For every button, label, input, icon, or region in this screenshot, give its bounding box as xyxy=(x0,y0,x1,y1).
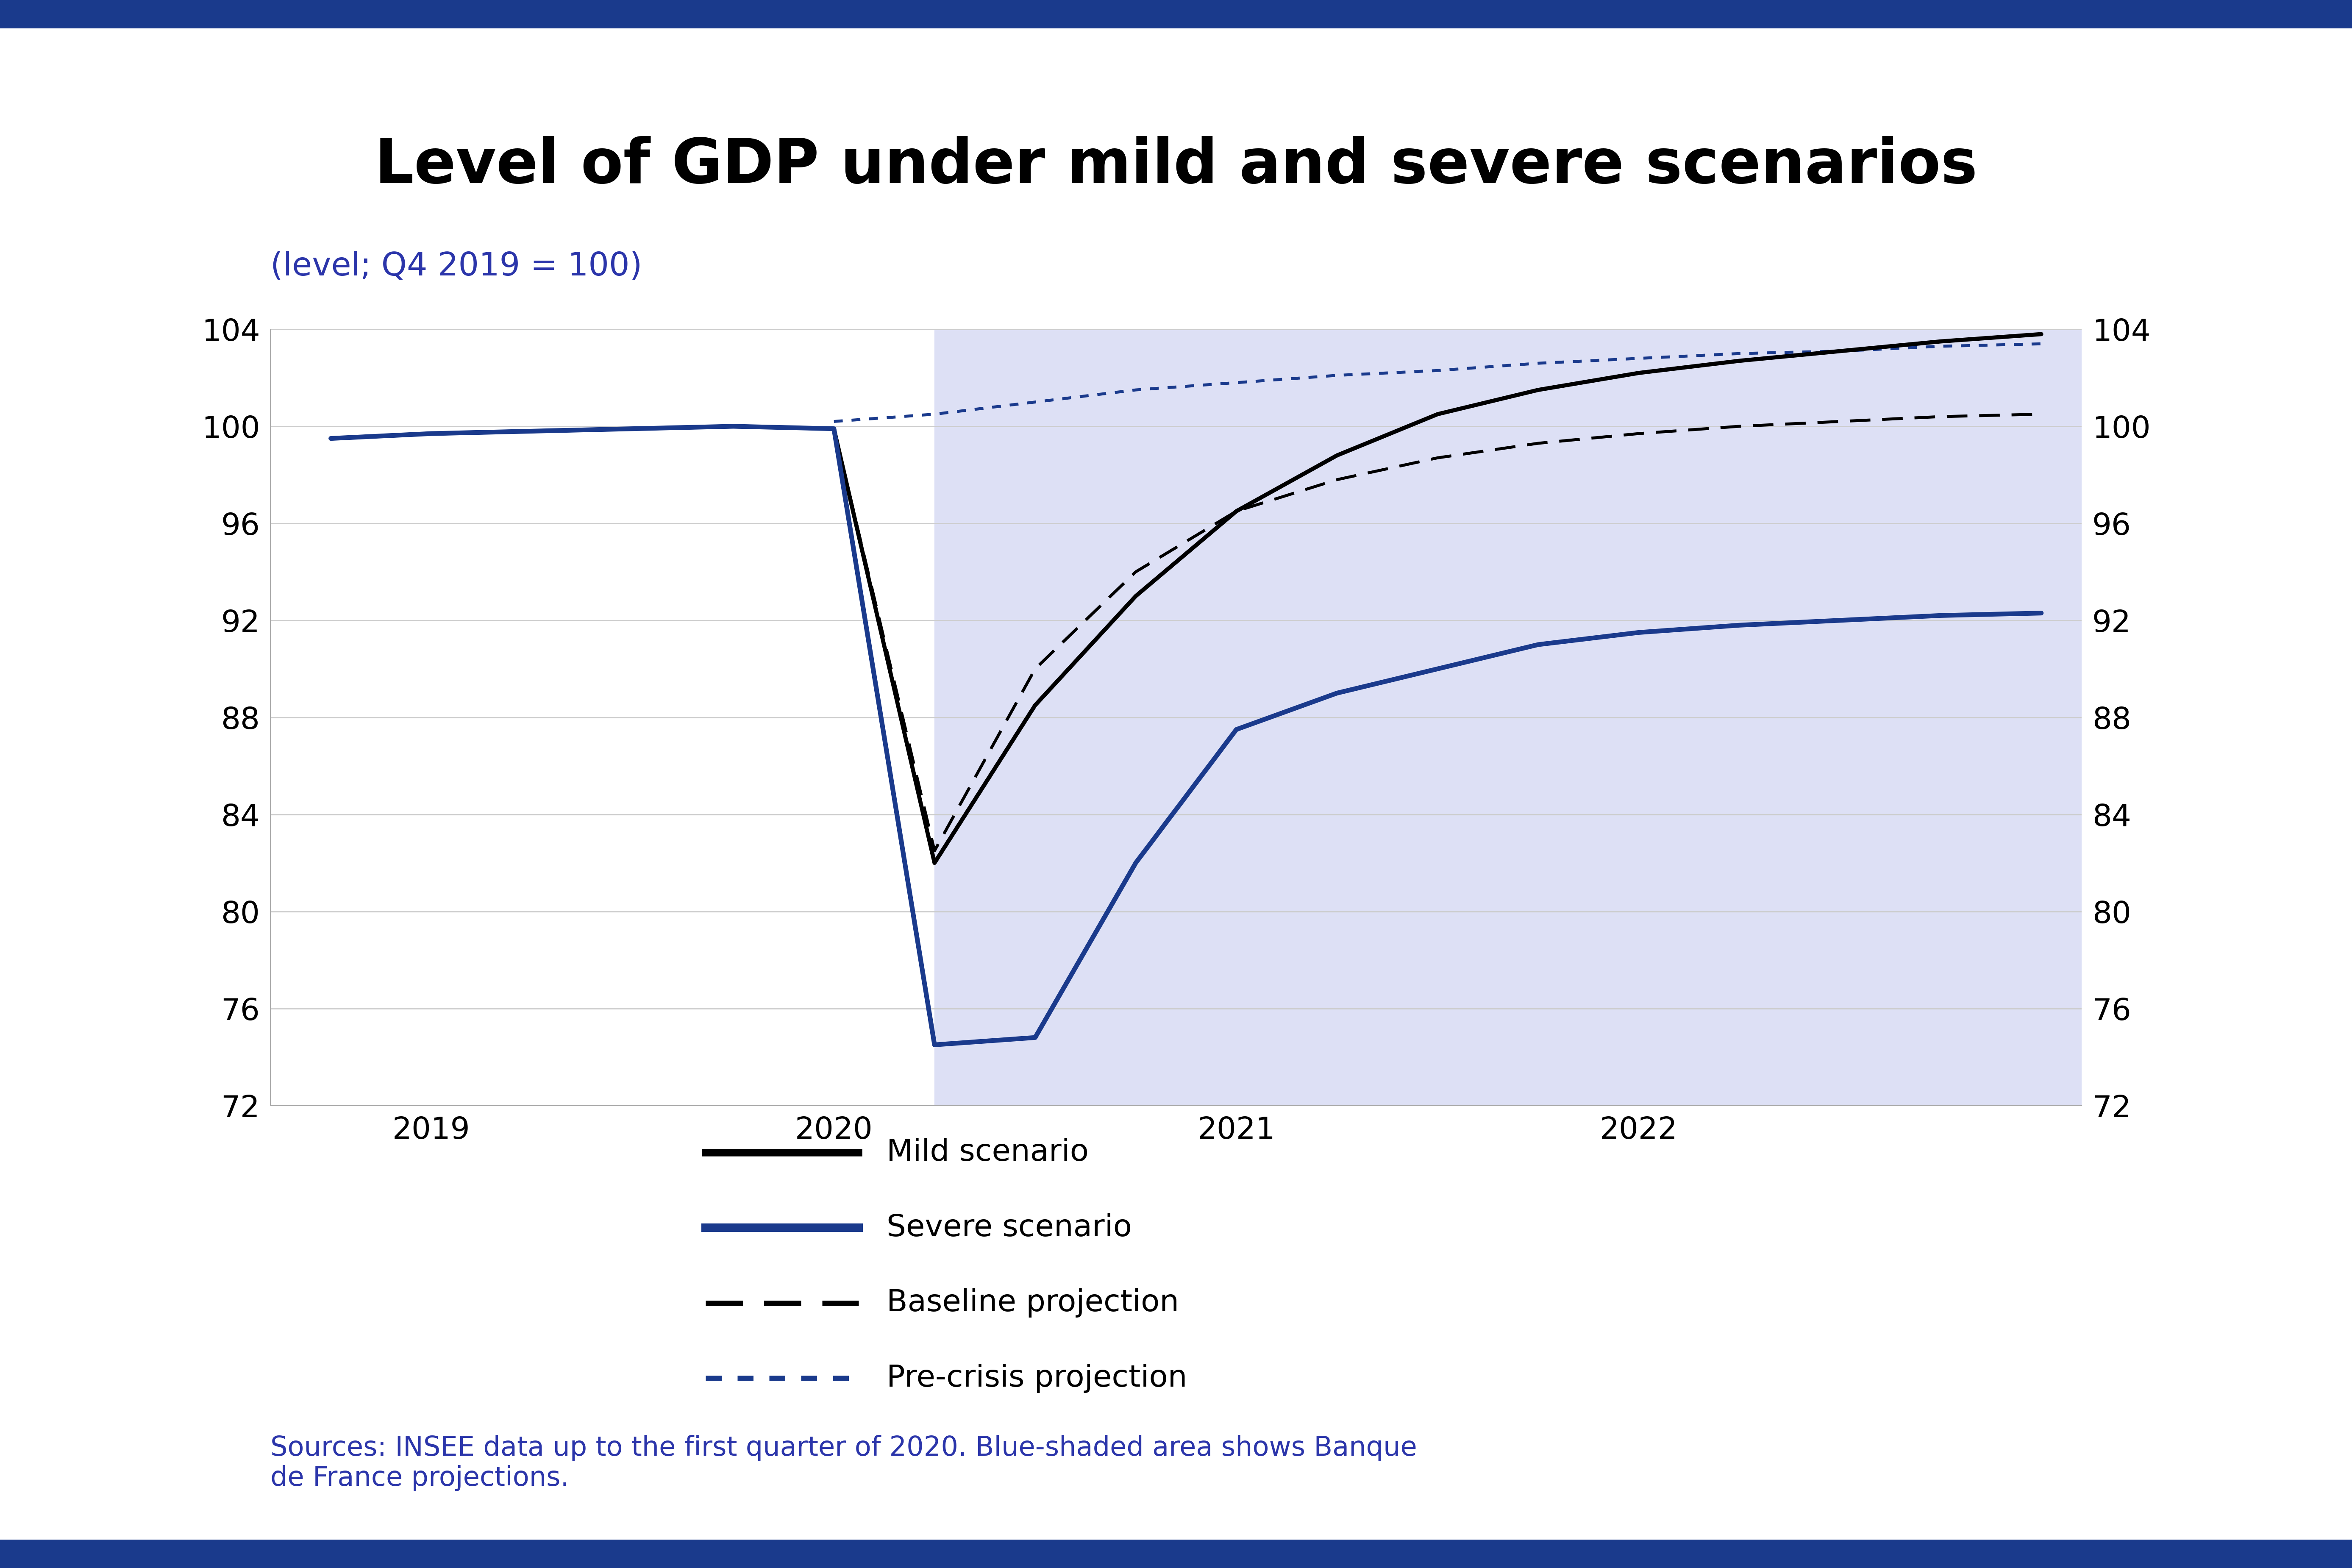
Text: Severe scenario: Severe scenario xyxy=(887,1214,1131,1242)
Text: Sources: INSEE data up to the first quarter of 2020. Blue-shaded area shows Banq: Sources: INSEE data up to the first quar… xyxy=(270,1435,1418,1491)
Text: Level of GDP under mild and severe scenarios: Level of GDP under mild and severe scena… xyxy=(374,136,1978,196)
Text: Mild scenario: Mild scenario xyxy=(887,1138,1089,1167)
Bar xyxy=(934,329,2082,1105)
Text: Pre-crisis projection: Pre-crisis projection xyxy=(887,1364,1188,1392)
Text: Baseline projection: Baseline projection xyxy=(887,1289,1178,1317)
Text: (level; Q4 2019 = 100): (level; Q4 2019 = 100) xyxy=(270,251,642,282)
